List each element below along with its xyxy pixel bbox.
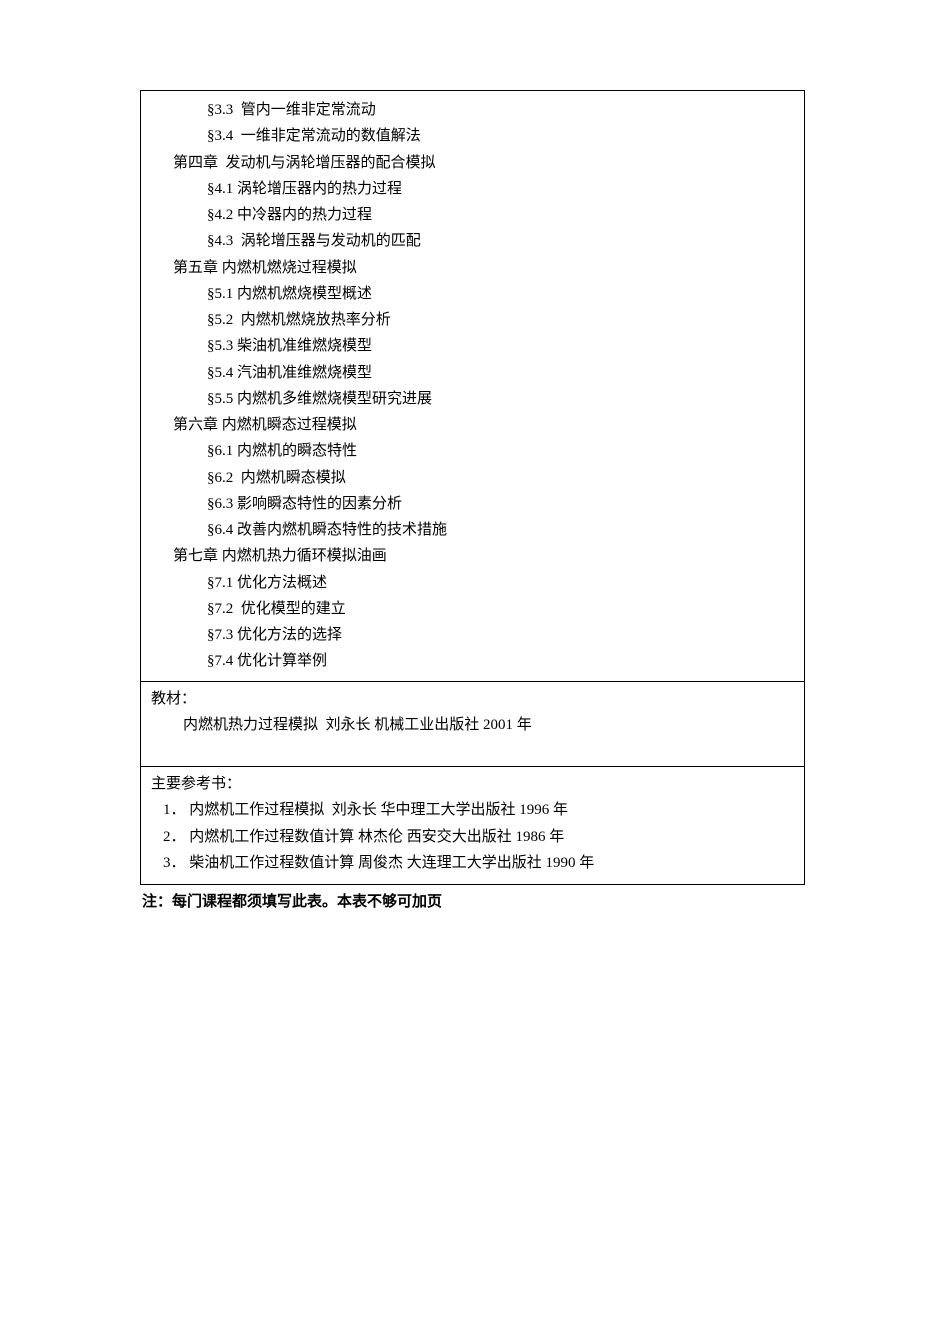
- footer-note: 注：每门课程都须填写此表。本表不够可加页: [140, 885, 805, 915]
- toc-chapter: 第五章 内燃机燃烧过程模拟: [151, 255, 794, 281]
- toc-section: §4.2 中冷器内的热力过程: [151, 202, 794, 228]
- toc-section: §7.2 优化模型的建立: [151, 596, 794, 622]
- toc-section: §4.1 涡轮增压器内的热力过程: [151, 176, 794, 202]
- references-cell: 主要参考书： 1． 内燃机工作过程模拟 刘永长 华中理工大学出版社 1996 年…: [140, 767, 805, 885]
- toc-chapter: 第七章 内燃机热力循环模拟油画: [151, 543, 794, 569]
- references-label: 主要参考书：: [151, 771, 794, 797]
- textbook-cell: 教材： 内燃机热力过程模拟 刘永长 机械工业出版社 2001 年: [140, 682, 805, 768]
- toc-section: §4.3 涡轮增压器与发动机的匹配: [151, 228, 794, 254]
- reference-item: 3． 柴油机工作过程数值计算 周俊杰 大连理工大学出版社 1990 年: [151, 850, 794, 876]
- textbook-label: 教材：: [151, 686, 794, 712]
- toc-section: §5.5 内燃机多维燃烧模型研究进展: [151, 386, 794, 412]
- toc-section: §6.4 改善内燃机瞬态特性的技术措施: [151, 517, 794, 543]
- textbook-body: 内燃机热力过程模拟 刘永长 机械工业出版社 2001 年: [151, 712, 794, 738]
- toc-cell: §3.3 管内一维非定常流动 §3.4 一维非定常流动的数值解法 第四章 发动机…: [140, 90, 805, 682]
- toc-section: §7.4 优化计算举例: [151, 648, 794, 674]
- toc-chapter: 第六章 内燃机瞬态过程模拟: [151, 412, 794, 438]
- toc-section: §7.3 优化方法的选择: [151, 622, 794, 648]
- reference-item: 2． 内燃机工作过程数值计算 林杰伦 西安交大出版社 1986 年: [151, 824, 794, 850]
- toc-section: §6.3 影响瞬态特性的因素分析: [151, 491, 794, 517]
- reference-item: 1． 内燃机工作过程模拟 刘永长 华中理工大学出版社 1996 年: [151, 797, 794, 823]
- toc-section: §5.1 内燃机燃烧模型概述: [151, 281, 794, 307]
- toc-section: §3.3 管内一维非定常流动: [151, 97, 794, 123]
- toc-section: §5.2 内燃机燃烧放热率分析: [151, 307, 794, 333]
- toc-section: §6.1 内燃机的瞬态特性: [151, 438, 794, 464]
- document-page: §3.3 管内一维非定常流动 §3.4 一维非定常流动的数值解法 第四章 发动机…: [0, 0, 945, 1337]
- toc-section: §6.2 内燃机瞬态模拟: [151, 465, 794, 491]
- toc-section: §7.1 优化方法概述: [151, 570, 794, 596]
- toc-chapter: 第四章 发动机与涡轮增压器的配合模拟: [151, 150, 794, 176]
- toc-section: §5.3 柴油机准维燃烧模型: [151, 333, 794, 359]
- toc-section: §3.4 一维非定常流动的数值解法: [151, 123, 794, 149]
- toc-section: §5.4 汽油机准维燃烧模型: [151, 360, 794, 386]
